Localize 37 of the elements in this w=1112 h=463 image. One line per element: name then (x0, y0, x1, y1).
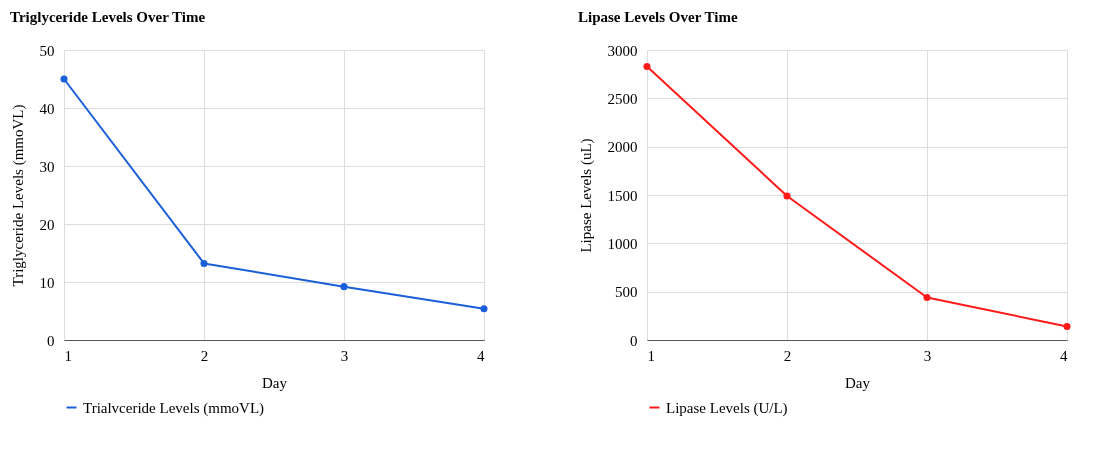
y-tick-label: 500 (615, 284, 638, 301)
y-tick-label: 30 (39, 158, 55, 175)
x-tick-label: 1 (64, 347, 72, 364)
point (1063, 322, 1071, 330)
y-tick-label: 10 (39, 274, 55, 291)
y-tick-label: 1500 (607, 187, 638, 204)
x-axis-title: Day (845, 374, 871, 391)
point (480, 305, 488, 313)
y-tick-label: 0 (47, 332, 55, 349)
y-tick-label: 1000 (607, 235, 638, 252)
chart-title: Triglyceride Levels Over Time (10, 9, 206, 25)
point (200, 259, 208, 267)
point (340, 283, 348, 291)
y-tick-label: 20 (39, 216, 55, 233)
point (60, 75, 68, 83)
x-tick-label: 1 (647, 347, 655, 364)
chart-title: Lipase Levels Over Time (578, 9, 738, 25)
y-tick-label: 2500 (607, 90, 638, 107)
x-tick-label: 2 (200, 347, 209, 364)
y-axis-title: Lipase Levels (uL) (577, 138, 595, 253)
y-tick-label: 50 (39, 42, 55, 59)
point (923, 293, 931, 301)
y-tick-label: 3000 (607, 42, 638, 59)
x-axis-title: Day (262, 374, 288, 391)
y-tick-label: 0 (630, 332, 638, 349)
legend-label: Lipase Levels (U/L) (666, 399, 788, 417)
x-tick-label: 4 (477, 347, 485, 364)
y-tick-label: 2000 (607, 139, 638, 156)
y-tick-label: 40 (39, 100, 55, 117)
point (783, 192, 791, 200)
x-tick-label: 2 (783, 347, 792, 364)
legend-label: Trialvceride Levels (mmoVL) (83, 399, 265, 417)
x-tick-label: 4 (1060, 347, 1068, 364)
point (643, 62, 651, 70)
x-tick-label: 3 (923, 347, 932, 364)
y-axis-title: Triglyceride Levels (mmoVL) (9, 104, 27, 287)
x-tick-label: 3 (340, 347, 349, 364)
